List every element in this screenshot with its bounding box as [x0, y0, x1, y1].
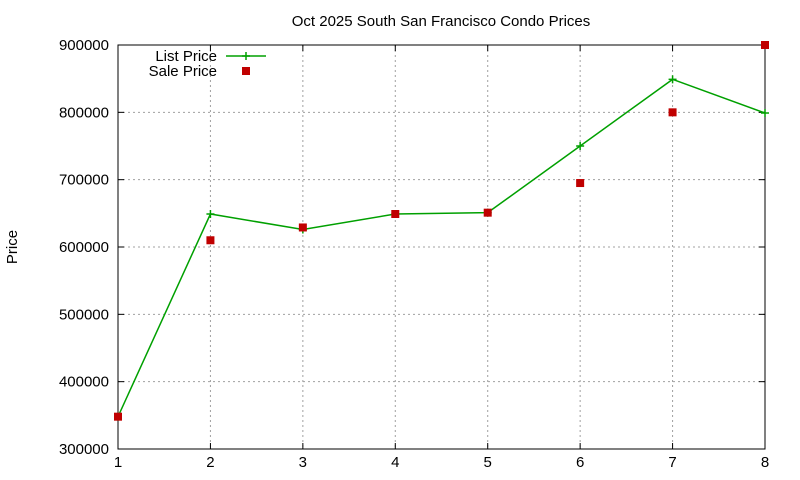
x-tick-label: 3: [299, 454, 307, 471]
legend-point-list-price: [242, 52, 250, 60]
data-point-sale-price: [298, 223, 307, 232]
y-tick-label: 600000: [59, 239, 109, 256]
y-tick-label: 500000: [59, 306, 109, 323]
legend: List Price Sale Price: [149, 48, 266, 80]
data-point-sale-price: [114, 412, 122, 421]
x-tick-label: 7: [668, 454, 676, 471]
chart-title: Oct 2025 South San Francisco Condo Price…: [292, 13, 591, 30]
data-point-list-price: [668, 75, 677, 84]
x-tick-label: 4: [391, 454, 399, 471]
data-point-sale-price: [206, 236, 215, 245]
grid-lines: [117, 44, 766, 450]
x-tick-label: 2: [206, 454, 214, 471]
x-tick-label: 1: [114, 454, 122, 471]
x-tick-labels: 1 2 3 4 5 6 7 8: [114, 454, 769, 471]
x-tick-label: 8: [761, 454, 769, 471]
data-point-sale-price: [391, 210, 400, 219]
data-point-list-price: [576, 142, 585, 150]
series-layer: [114, 41, 769, 421]
legend-marker-sale-price: [242, 67, 250, 75]
legend-marker-list-price: [242, 52, 250, 60]
legend-point-sale-price: [242, 67, 250, 75]
data-point-sale-price: [483, 208, 492, 217]
y-tick-label: 800000: [59, 104, 109, 121]
x-tick-label: 6: [576, 454, 584, 471]
legend-label-sale-price: Sale Price: [149, 63, 217, 80]
x-tick-label: 5: [484, 454, 492, 471]
y-tick-label: 300000: [59, 441, 109, 458]
y-axis-label: Price: [4, 230, 21, 264]
data-point-sale-price: [668, 108, 677, 117]
data-point-list-price: [761, 109, 769, 118]
y-tick-label: 400000: [59, 374, 109, 391]
data-point-sale-price: [576, 179, 585, 188]
y-tick-labels: 300000 400000 500000 600000 700000 800000 9000…: [59, 37, 109, 458]
legend-label-list-price: List Price: [155, 48, 217, 65]
series-line-list-price: [117, 78, 766, 417]
plot-frame: [117, 44, 766, 450]
data-point-sale-price: [761, 41, 769, 49]
data-point-list-price: [206, 210, 215, 219]
y-tick-label: 700000: [59, 172, 109, 189]
y-tick-label: 900000: [59, 37, 109, 54]
